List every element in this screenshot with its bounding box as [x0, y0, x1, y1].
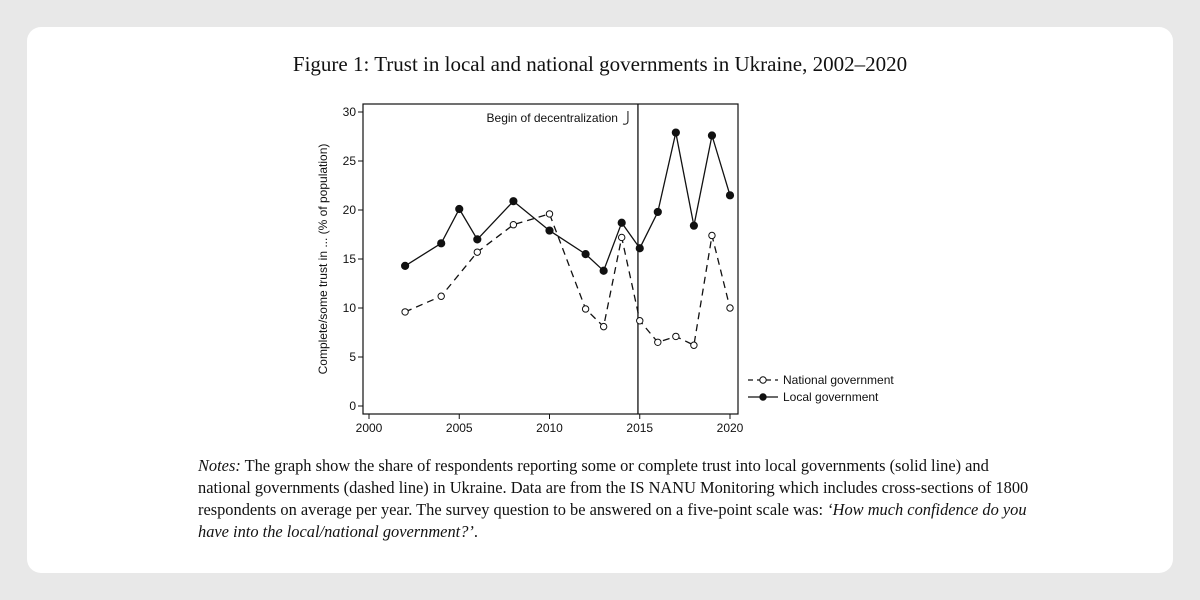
- local-point: [653, 207, 662, 217]
- y-tick-label: 10: [343, 301, 357, 315]
- national-point: [708, 231, 716, 240]
- national-point: [726, 304, 734, 312]
- local-point: [437, 239, 446, 248]
- local-point: [617, 218, 626, 227]
- local-point: [401, 261, 410, 270]
- legend-label: Local government: [783, 390, 879, 404]
- local-point: [707, 131, 717, 140]
- national-point: [654, 338, 662, 346]
- notes-end: .: [473, 522, 478, 541]
- plot-frame: [362, 103, 739, 415]
- y-tick-label: 30: [343, 105, 357, 119]
- annotation-label: Begin of decentralization: [487, 111, 618, 125]
- legend-label: National government: [783, 373, 894, 387]
- x-tick-label: 2010: [536, 421, 563, 435]
- x-tick-label: 2015: [626, 421, 653, 435]
- national-point: [437, 292, 445, 300]
- local-point: [473, 235, 482, 244]
- national-point: [636, 317, 644, 325]
- line-chart: 0 5 10 15 20 25 30 2000 2005 2010 2015 2020 Complete…: [316, 103, 894, 435]
- x-tick-label: 2000: [356, 421, 383, 435]
- local-point: [635, 244, 644, 253]
- national-point: [545, 210, 554, 218]
- notes-body: The graph show the share of respondents …: [198, 456, 1029, 519]
- y-tick-label: 5: [349, 350, 356, 364]
- x-tick-label: 2005: [446, 421, 473, 435]
- local-point: [725, 191, 735, 200]
- local-point: [455, 204, 464, 214]
- local-point: [599, 266, 608, 275]
- annotation-arrow: [622, 111, 629, 125]
- local-point: [545, 226, 554, 235]
- local-point: [509, 197, 518, 206]
- y-axis-label: Complete/some trust in ... (% of populat…: [316, 144, 330, 375]
- national-point: [618, 233, 626, 242]
- legend-marker: [759, 393, 767, 401]
- x-tick-label: 2020: [717, 421, 744, 435]
- national-point: [690, 341, 698, 349]
- local-point: [671, 128, 680, 137]
- notes-label: Notes:: [198, 456, 241, 475]
- national-point: [672, 332, 680, 341]
- national-point: [473, 248, 481, 256]
- series-line-national: [404, 213, 731, 347]
- figure-card: Figure 1: Trust in local and national go…: [27, 27, 1173, 573]
- national-point: [599, 322, 608, 331]
- legend-marker: [759, 376, 767, 384]
- notes-question: ‘How much confidence do you have into th…: [198, 500, 1027, 541]
- y-tick-label: 20: [343, 203, 357, 217]
- national-point: [401, 308, 409, 316]
- local-point: [581, 250, 590, 259]
- figure-title: Figure 1: Trust in local and national go…: [292, 52, 908, 76]
- figure-notes: Notes: The graph show the share of respo…: [198, 455, 1038, 543]
- local-point: [689, 221, 699, 230]
- y-tick-label: 15: [343, 252, 357, 266]
- national-point: [509, 221, 518, 229]
- series-line-local: [404, 132, 731, 272]
- y-tick-label: 0: [349, 399, 356, 413]
- national-point: [581, 305, 590, 313]
- y-tick-label: 25: [343, 154, 357, 168]
